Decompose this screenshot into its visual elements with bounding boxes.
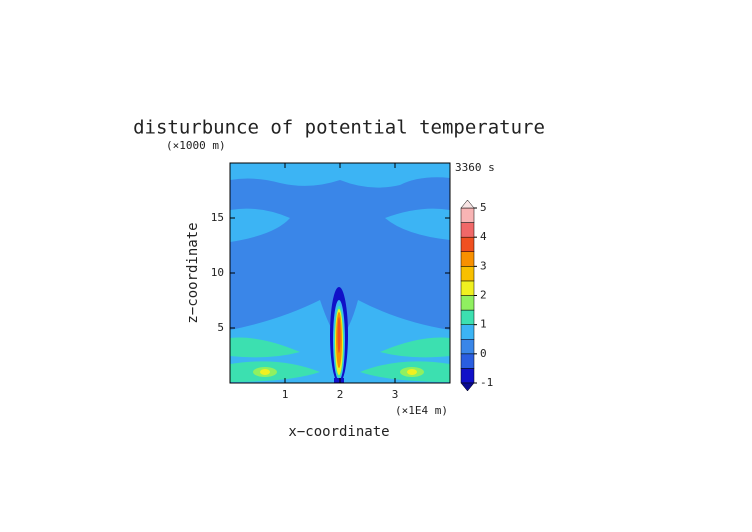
colorbar-tick-label: 4 <box>480 230 487 243</box>
y-axis-label: z−coordinate <box>185 222 201 323</box>
colorbar-tick-label: 1 <box>480 318 487 331</box>
colorbar-tick-label: 0 <box>480 347 487 360</box>
colorbar-band <box>460 251 475 267</box>
y-tick-label: 5 <box>217 321 224 334</box>
chart-title: disturbunce of potential temperature <box>133 117 545 139</box>
x-tick-label: 3 <box>392 388 399 401</box>
y-unit-label: (×1000 m) <box>166 139 226 152</box>
colorbar-band <box>460 339 475 355</box>
colorbar-tick-label: 2 <box>480 289 487 302</box>
colorbar-band <box>460 353 475 369</box>
colorbar-band <box>460 222 475 238</box>
colorbar-band <box>460 266 475 282</box>
time-label: 3360 s <box>455 161 495 174</box>
y-tick-label: 15 <box>211 211 224 224</box>
colorbar-tick-label: 5 <box>480 201 487 214</box>
x-unit-label: (×1E4 m) <box>395 404 448 417</box>
colorbar-band <box>460 236 475 253</box>
y-tick-label: 10 <box>211 266 224 279</box>
colorbar-band <box>460 295 475 311</box>
colorbar-tick-label: 3 <box>480 259 487 272</box>
colorbar-under <box>460 382 475 392</box>
colorbar-band <box>460 309 475 325</box>
colorbar-tick-label: -1 <box>480 376 493 389</box>
colorbar-over <box>460 199 475 209</box>
colorbar-band <box>460 207 475 223</box>
contour-field <box>230 163 450 383</box>
x-tick-label: 1 <box>282 388 289 401</box>
x-axis-label: x−coordinate <box>288 424 389 440</box>
x-tick-label: 2 <box>337 388 344 401</box>
colorbar-band <box>460 324 475 340</box>
colorbar-band <box>460 368 475 384</box>
colorbar-band <box>460 280 475 296</box>
